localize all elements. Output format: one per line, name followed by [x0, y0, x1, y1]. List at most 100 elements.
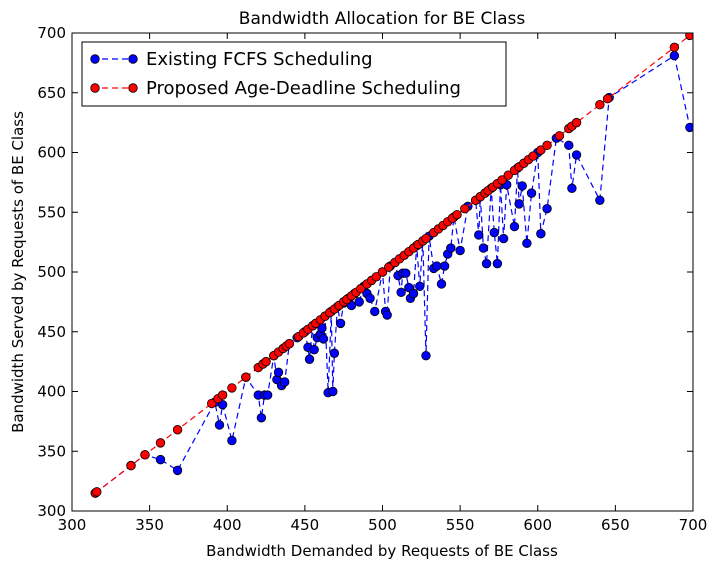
data-point-age-deadline: [356, 284, 366, 294]
y-axis-title: Bandwidth Served by Requests of BE Class: [9, 111, 27, 433]
x-tick-label: 450: [291, 516, 320, 534]
data-point-fcfs: [685, 122, 693, 133]
data-point-fcfs: [595, 195, 605, 206]
data-point-age-deadline: [284, 339, 295, 349]
data-point-age-deadline: [207, 398, 217, 409]
data-point-fcfs: [522, 238, 532, 249]
data-point-fcfs: [474, 230, 484, 240]
data-point-fcfs: [492, 258, 503, 269]
data-point-fcfs: [396, 287, 406, 298]
chart-title: Bandwidth Allocation for BE Class: [239, 9, 526, 29]
data-point-fcfs: [329, 348, 340, 358]
data-point-fcfs: [514, 199, 524, 209]
data-point-fcfs: [536, 229, 546, 239]
data-point-fcfs: [517, 181, 527, 191]
data-point-fcfs: [401, 268, 411, 278]
data-point-fcfs: [432, 261, 442, 271]
legend-marker-age-deadline: [90, 83, 100, 93]
data-point-fcfs: [328, 386, 338, 397]
x-tick-label: 650: [601, 516, 630, 534]
x-tick-label: 700: [679, 516, 708, 534]
x-tick-label: 300: [58, 516, 87, 534]
data-point-age-deadline: [460, 203, 470, 214]
x-tick-label: 500: [368, 516, 397, 534]
axes: 300 350 400 450 500 550 600 650 700 300 350 400 450 5…: [37, 24, 707, 534]
data-point-age-deadline: [371, 272, 381, 282]
data-point-age-deadline: [172, 425, 183, 435]
y-tick-label: 300: [37, 502, 66, 520]
x-tick-label: 400: [213, 516, 242, 534]
data-point-age-deadline: [595, 99, 605, 110]
data-point-fcfs: [214, 420, 225, 430]
data-point-fcfs: [571, 150, 582, 160]
data-point-fcfs: [455, 245, 465, 256]
data-point-age-deadline: [377, 267, 388, 277]
y-tick-label: 500: [37, 263, 66, 281]
data-point-fcfs: [354, 297, 364, 307]
data-point-fcfs: [489, 227, 499, 238]
data-point-age-deadline: [217, 390, 228, 400]
y-tick-label: 550: [37, 203, 66, 221]
y-tick-label: 600: [37, 144, 66, 162]
legend-label-fcfs: Existing FCFS Scheduling: [146, 49, 373, 70]
data-point-fcfs: [155, 454, 166, 465]
data-point-fcfs: [262, 390, 273, 400]
data-point-age-deadline: [542, 140, 552, 151]
legend-marker-age-deadline: [128, 83, 138, 93]
data-point-age-deadline: [452, 209, 462, 220]
data-point-fcfs: [408, 288, 419, 299]
data-point-age-deadline: [261, 356, 271, 367]
data-point-fcfs: [439, 261, 450, 271]
data-point-fcfs: [509, 221, 520, 232]
x-tick-label: 350: [135, 516, 164, 534]
data-point-age-deadline: [528, 151, 538, 161]
x-tick-label: 550: [446, 516, 475, 534]
legend-marker-fcfs: [90, 54, 100, 64]
data-point-fcfs: [478, 243, 489, 253]
data-point-age-deadline: [241, 372, 251, 382]
y-tick-label: 700: [37, 24, 66, 42]
data-point-age-deadline: [554, 131, 565, 141]
data-point-age-deadline: [126, 460, 136, 471]
data-point-age-deadline: [571, 117, 582, 128]
data-point-fcfs: [227, 435, 237, 446]
legend: Existing FCFS Scheduling Proposed Age-Dea…: [81, 41, 507, 107]
data-point-age-deadline: [421, 233, 431, 244]
data-point-age-deadline: [140, 450, 150, 460]
data-point-age-deadline: [497, 175, 507, 185]
data-point-fcfs: [526, 188, 537, 198]
data-point-fcfs: [382, 310, 392, 320]
y-tick-label: 450: [37, 323, 66, 341]
plot-area: [90, 33, 693, 498]
y-tick-label: 400: [37, 383, 66, 401]
data-point-fcfs: [436, 279, 447, 289]
data-point-fcfs: [567, 183, 577, 194]
data-point-age-deadline: [669, 42, 680, 53]
y-tick-label: 350: [37, 442, 66, 460]
data-point-fcfs: [564, 140, 574, 151]
data-point-fcfs: [335, 318, 346, 329]
data-point-age-deadline: [384, 262, 394, 272]
data-point-fcfs: [309, 344, 319, 355]
data-point-fcfs: [498, 233, 509, 244]
series-line-fcfs: [94, 54, 691, 494]
data-point-fcfs: [669, 51, 680, 61]
legend-box: [81, 41, 507, 107]
data-point-fcfs: [446, 243, 456, 253]
data-point-fcfs: [365, 293, 375, 303]
y-tick-label: 650: [37, 84, 66, 102]
x-axis-title: Bandwidth Demanded by Requests of BE Cla…: [206, 542, 558, 560]
data-point-age-deadline: [155, 438, 166, 448]
data-point-fcfs: [172, 465, 183, 476]
data-point-fcfs: [370, 306, 380, 317]
data-point-age-deadline: [227, 383, 237, 393]
data-point-age-deadline: [685, 33, 693, 41]
data-point-age-deadline: [536, 145, 546, 155]
legend-label-age-deadline: Proposed Age-Deadline Scheduling: [146, 78, 461, 99]
x-tick-label: 600: [523, 516, 552, 534]
data-point-fcfs: [415, 281, 425, 292]
data-point-fcfs: [279, 377, 290, 387]
data-point-fcfs: [256, 413, 267, 423]
data-point-fcfs: [318, 334, 329, 344]
